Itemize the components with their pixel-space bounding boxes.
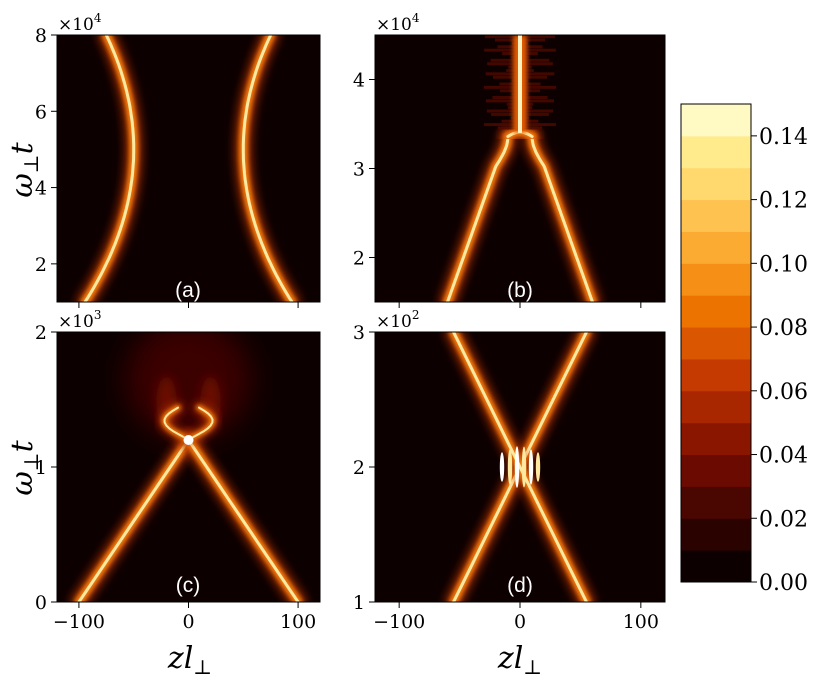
colorbar-level	[681, 263, 751, 296]
panel-c-ytick-label: 1	[35, 457, 47, 479]
panel-c-track-2-layer-2	[187, 438, 300, 602]
x-axis-label-left: zl⊥	[167, 641, 212, 679]
y-axis-label-bottom: ω⊥t	[5, 439, 43, 495]
panel-d-fringe	[521, 446, 527, 488]
panel-d-xtick-label: −100	[373, 611, 425, 633]
colorbar: 0.00 0.02 0.04 0.06 0.08 0.10 0.12 0.14	[680, 103, 808, 596]
colorbar-tick-label: 0.04	[759, 444, 808, 469]
panel-d-ytick-label: 1	[353, 592, 365, 614]
panel-d-tracks	[445, 332, 595, 602]
panel-a-track-1-layer-2	[83, 35, 136, 302]
panel-a-plot-area	[57, 35, 320, 302]
colorbar-level	[681, 135, 751, 169]
colorbar-level	[681, 390, 751, 424]
panel-b-multiplier: ×104	[376, 11, 420, 35]
panel-b-ytick-label: 4	[353, 70, 365, 92]
panel-a-track-2-layer-2	[241, 35, 294, 302]
panel-b: (b) 2 3 4 ×104	[353, 11, 666, 308]
colorbar-tick-label: 0.12	[759, 189, 808, 214]
panel-c-arc-2-layer-2	[191, 406, 214, 439]
colorbar-level	[681, 327, 751, 360]
panel-c: (c) −100 0 100 0 1 2 ×103	[35, 308, 321, 633]
panel-c-ticks: −100 0 100 0 1 2	[35, 322, 321, 633]
panel-c-xtick-label: 0	[182, 611, 194, 633]
panel-d-fringe	[514, 446, 520, 488]
panel-d-fringe	[528, 449, 534, 485]
colorbar-tick-label: 0.08	[759, 316, 808, 341]
panel-a-multiplier: ×104	[58, 11, 102, 35]
panel-b-ytick-label: 3	[353, 159, 365, 181]
panel-d-xtick-label: 0	[514, 611, 526, 633]
panel-b-tag: (b)	[507, 279, 533, 302]
panel-c-tracks	[70, 332, 307, 602]
colorbar-level	[681, 518, 751, 551]
panel-a-tracks	[77, 35, 300, 302]
panel-a-ytick-label: 6	[35, 101, 47, 123]
panel-a-tag: (a)	[175, 279, 201, 302]
colorbar-tick-label: 0.00	[759, 571, 808, 596]
panel-b-track-2-layer-2	[530, 135, 594, 302]
panel-d-fringe	[499, 452, 505, 482]
panel-c-arc-1-layer-2	[163, 406, 186, 439]
panel-c-ytick-label: 0	[35, 592, 47, 614]
panel-b-core	[518, 35, 522, 133]
panel-d-xtick-label: 100	[623, 611, 659, 633]
panel-c-xtick-label: −100	[53, 611, 105, 633]
panel-d-multiplier: ×102	[376, 308, 420, 332]
panel-c-ytick-label: 2	[35, 322, 47, 344]
panel-b-track-1-layer-2	[446, 135, 510, 302]
panel-d-ticks: −100 0 100 1 2 3	[353, 322, 666, 633]
colorbar-level	[681, 486, 751, 519]
colorbar-level	[681, 550, 751, 583]
panel-c-multiplier: ×103	[58, 308, 102, 332]
colorbar-level	[681, 231, 751, 264]
colorbar-level	[681, 295, 751, 328]
panel-d-ytick-label: 2	[353, 457, 365, 479]
panel-c-xtick-label: 100	[280, 611, 316, 633]
x-axis-label-right: zl⊥	[497, 641, 542, 679]
panel-c-collision-point	[183, 435, 194, 445]
colorbar-tick-label: 0.10	[759, 252, 808, 277]
colorbar-tick-label: 0.14	[759, 125, 808, 150]
panel-d: (d) −100 0 100 1 2 3 ×102	[353, 308, 666, 633]
colorbar-frame	[680, 103, 752, 583]
colorbar-tick-label: 0.02	[759, 507, 808, 532]
panel-d-fringe	[535, 452, 541, 482]
colorbar-level	[681, 104, 751, 137]
panel-c-track-1-layer-2	[77, 438, 190, 602]
panel-b-ticks: 2 3 4	[353, 34, 666, 308]
colorbar-level	[681, 199, 751, 232]
panel-d-tag: (d)	[507, 574, 533, 597]
panel-a-ticks: 2 4 6 8	[35, 25, 321, 308]
colorbar-level	[681, 422, 751, 456]
panel-d-ytick-label: 3	[353, 322, 365, 344]
panel-a-ytick-label: 2	[35, 254, 47, 276]
colorbar-tick-label: 0.06	[759, 380, 808, 405]
panel-b-tracks	[439, 35, 601, 302]
colorbar-level	[681, 167, 751, 201]
panel-a-ytick-label: 4	[35, 178, 47, 200]
colorbar-level	[681, 358, 751, 392]
y-axis-label-top: ω⊥t	[5, 141, 43, 197]
colorbar-level	[681, 454, 751, 487]
panel-d-fringe	[507, 449, 513, 485]
panel-b-ytick-label: 2	[353, 248, 365, 270]
panel-c-tag: (c)	[176, 574, 201, 597]
panel-a-ytick-label: 8	[35, 25, 47, 47]
panel-c-radiation-halo	[126, 332, 251, 440]
panel-d-track-2-layer-2	[452, 332, 588, 602]
panel-a: (a) 2 4 6 8 ×104	[35, 11, 321, 308]
